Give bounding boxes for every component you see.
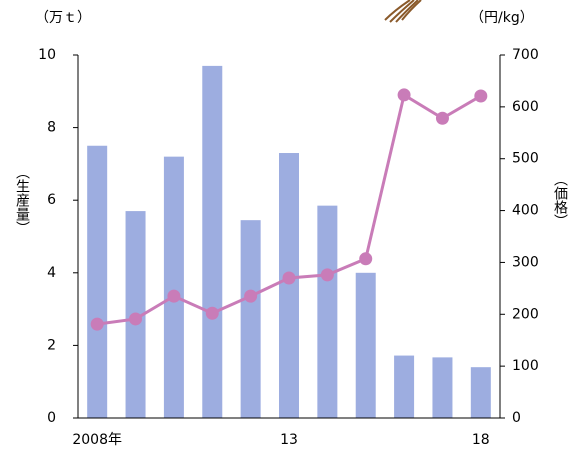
y-tick-label: 10 — [38, 47, 56, 63]
y2-tick-label: 500 — [512, 151, 539, 167]
point — [435, 111, 449, 125]
y-tick-label: 8 — [47, 120, 56, 136]
y-unit: （万ｔ） — [35, 10, 91, 26]
y-axis-label: （生産量） — [14, 165, 30, 235]
x-tick-label: 2008年 — [72, 432, 122, 448]
bar — [87, 145, 108, 418]
bar — [432, 357, 453, 418]
y-tick-label: 4 — [47, 265, 56, 281]
bar — [355, 272, 376, 418]
bar — [202, 65, 223, 418]
bar — [470, 367, 491, 418]
point — [359, 252, 373, 266]
point — [320, 268, 334, 282]
bar — [394, 355, 415, 418]
y2-tick-label: 200 — [512, 306, 539, 322]
bar — [317, 205, 338, 418]
decoration — [384, 0, 422, 23]
bar — [279, 153, 299, 418]
point — [205, 306, 219, 320]
y2-axis-label: （価格） — [552, 172, 568, 228]
point — [397, 88, 411, 102]
y2-tick-label: 300 — [512, 254, 539, 270]
y2-unit: （円/kg） — [470, 10, 534, 26]
bar — [240, 220, 261, 418]
y2-tick-label: 600 — [512, 99, 539, 115]
x-tick-label: 18 — [472, 432, 490, 448]
bar — [163, 156, 184, 418]
y2-tick-label: 400 — [512, 203, 539, 219]
point — [167, 289, 181, 303]
y-tick-label: 0 — [47, 410, 56, 426]
point — [474, 89, 488, 103]
y2-tick-label: 0 — [512, 410, 521, 426]
y2-tick-label: 700 — [512, 47, 539, 63]
point — [244, 289, 258, 303]
point — [129, 312, 143, 326]
y-tick-label: 2 — [47, 337, 56, 353]
point — [90, 317, 104, 331]
point — [282, 271, 296, 285]
x-tick-label: 13 — [280, 432, 298, 448]
y-tick-label: 6 — [47, 192, 56, 208]
y2-tick-label: 100 — [512, 358, 539, 374]
